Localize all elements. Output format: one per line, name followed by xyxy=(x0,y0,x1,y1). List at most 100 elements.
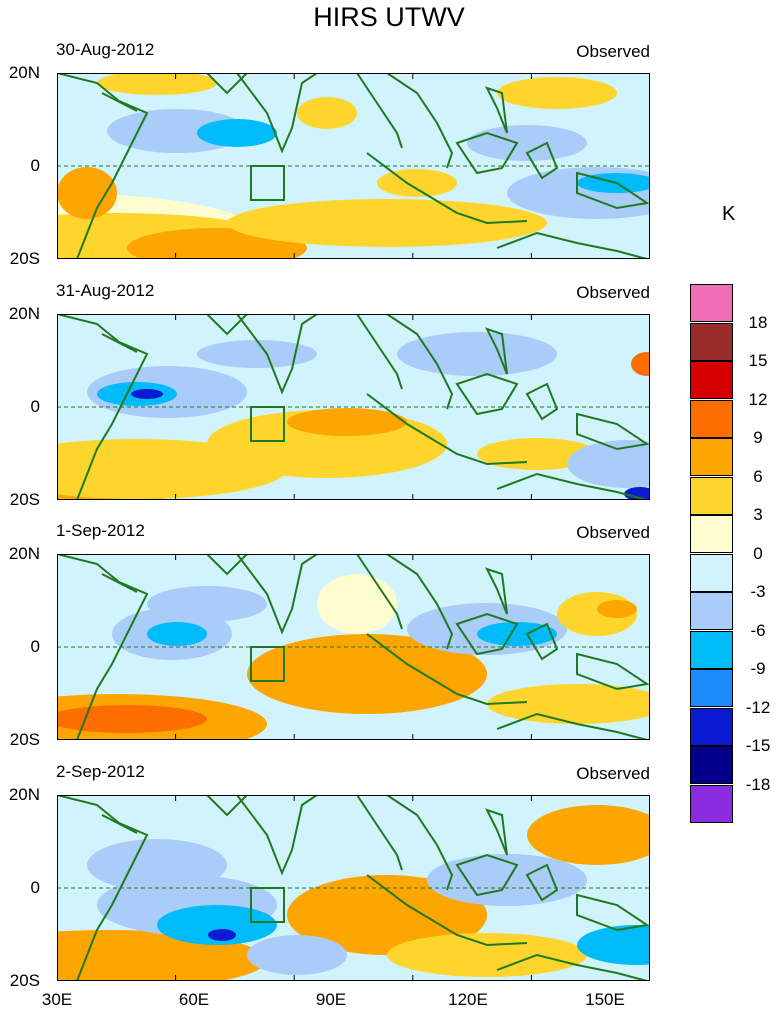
panel-date: 1-Sep-2012 xyxy=(56,521,145,540)
coastline xyxy=(206,795,248,817)
coastline xyxy=(455,853,519,897)
anomaly-region xyxy=(208,929,236,941)
lat-label-20n: 20N xyxy=(8,304,40,323)
map-panel-2: 31-Aug-2012 Observed 20N 0 20S xyxy=(0,281,778,531)
lat-label-eq: 0 xyxy=(30,637,40,656)
coastline xyxy=(496,231,648,259)
lon-label-60e: 60E xyxy=(178,990,210,1009)
anomaly-region xyxy=(307,644,447,684)
coastline xyxy=(525,141,559,180)
colorbar-swatch xyxy=(690,553,733,592)
lat-label-20s: 20S xyxy=(9,249,40,268)
anomaly-region xyxy=(467,125,587,161)
coastline xyxy=(236,314,318,395)
anomaly-region xyxy=(317,574,397,634)
map-panel-1: 30-Aug-2012 Observed 20N 0 20S xyxy=(0,40,778,290)
map-panel-3: 1-Sep-2012 Observed 20N 0 20S xyxy=(0,521,778,771)
coastline xyxy=(356,795,403,871)
anomaly-region xyxy=(197,119,277,147)
anomaly-region xyxy=(631,352,650,376)
anomaly-region xyxy=(131,389,163,399)
plot-frame xyxy=(57,795,650,981)
coastline xyxy=(356,73,403,149)
coastline xyxy=(236,73,318,154)
colorbar-label: 18 xyxy=(748,312,768,332)
anomaly-region xyxy=(227,199,547,247)
anomaly-region xyxy=(567,440,650,488)
observed-label: Observed xyxy=(576,764,650,783)
colorbar-swatch xyxy=(690,515,733,553)
anomaly-region xyxy=(624,487,650,500)
coastline xyxy=(206,554,248,576)
coastline xyxy=(485,327,508,375)
coastline xyxy=(57,73,149,259)
anomaly-region xyxy=(157,905,277,945)
panel-date: 30-Aug-2012 xyxy=(56,40,155,59)
coastline xyxy=(206,314,248,336)
colorbar-label: -15 xyxy=(745,736,771,755)
coastline xyxy=(525,382,559,421)
observed-label: Observed xyxy=(576,42,650,61)
plot-frame xyxy=(57,554,650,740)
lat-label-eq: 0 xyxy=(30,397,40,416)
coastline xyxy=(485,86,508,134)
observed-label: Observed xyxy=(576,283,650,302)
lat-label-20n: 20N xyxy=(8,63,40,82)
anomaly-region xyxy=(377,169,457,197)
colorbar-swatch xyxy=(690,592,733,630)
coastline xyxy=(386,554,454,650)
coastline xyxy=(496,953,648,981)
lat-label-eq: 0 xyxy=(30,156,40,175)
legend-unit: K xyxy=(722,203,736,225)
anomaly-map xyxy=(57,73,650,259)
colorbar-swatch xyxy=(690,630,733,669)
coastline xyxy=(206,73,248,95)
figure-title: HIRS UTWV xyxy=(313,2,465,32)
coastline xyxy=(455,131,519,175)
coastline xyxy=(356,314,403,390)
colorbar-label: -12 xyxy=(745,697,771,717)
coastline xyxy=(366,633,528,706)
anomaly-region xyxy=(577,925,650,965)
colorbar-swatch xyxy=(690,746,733,784)
coastline xyxy=(576,893,650,932)
lon-label-120e: 120E xyxy=(448,990,488,1009)
coastline xyxy=(236,554,318,635)
coastline xyxy=(496,712,648,740)
coastline xyxy=(576,652,650,691)
coastline xyxy=(525,622,559,661)
anomaly-region xyxy=(247,935,347,975)
colorbar-label: -6 xyxy=(750,620,766,640)
anomaly-region xyxy=(327,885,427,925)
colorbar-label: 0 xyxy=(753,543,763,563)
coastline xyxy=(455,612,519,656)
coastline xyxy=(525,863,559,902)
coastline xyxy=(386,73,454,169)
anomaly-region xyxy=(147,622,207,646)
anomaly-map xyxy=(57,554,650,740)
colorbar-label: 9 xyxy=(753,428,763,447)
coastline xyxy=(386,314,454,410)
anomaly-region xyxy=(387,933,587,977)
coastline xyxy=(386,795,454,891)
panel-date: 2-Sep-2012 xyxy=(56,762,145,781)
colorbar-label: -3 xyxy=(750,582,766,601)
anomaly-region xyxy=(197,340,317,368)
anomaly-region xyxy=(147,586,267,622)
coastline xyxy=(576,171,650,210)
anomaly-region xyxy=(57,705,207,733)
colorbar-label: -18 xyxy=(745,774,771,794)
anomaly-map xyxy=(57,795,650,981)
coastline xyxy=(236,795,318,876)
lat-label-20n: 20N xyxy=(8,785,40,804)
lat-label-eq: 0 xyxy=(30,878,40,897)
coastline xyxy=(366,393,528,466)
coastline xyxy=(57,795,149,981)
coastline xyxy=(485,567,508,615)
anomaly-region xyxy=(592,837,632,853)
coastline xyxy=(485,808,508,856)
coastline xyxy=(57,554,149,740)
colorbar-swatch xyxy=(690,284,733,322)
coastline xyxy=(496,472,648,500)
lat-label-20s: 20S xyxy=(9,730,40,749)
